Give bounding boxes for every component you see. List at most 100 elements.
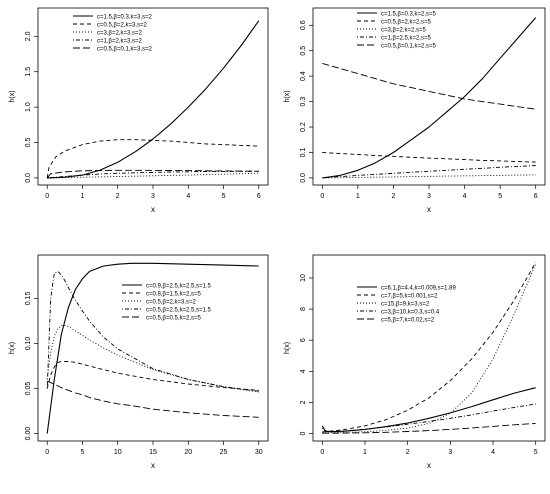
series-line-2 xyxy=(46,361,259,391)
plot-frame xyxy=(312,254,546,442)
legend-label: c=15,β=9,k=3,s=2 xyxy=(381,301,430,307)
series-line-3 xyxy=(46,325,259,393)
chart-panel-1: 0 1 2 3 4 5 6 0.0 0.5 1.0 1.5 2.0 x h(x) c=1.5,β=0.3,k… xyxy=(9,7,269,214)
y-tick-label: 0.3 xyxy=(300,97,307,107)
chart-panel-4: 0 1 2 3 4 5 0 2 4 6 8 10 x h(x) c=6.1,β=4.4,k=0.009,s=… xyxy=(284,254,546,470)
x-tick-label: 0 xyxy=(320,193,324,200)
x-tick-label: 1 xyxy=(81,193,85,200)
legend-label: c=1,β=2.5,k=2,s=5 xyxy=(381,35,431,41)
y-tick-label: 1.5 xyxy=(25,67,32,77)
y-axis-label: h(x) xyxy=(284,342,291,354)
legend-label: c=0.5,β=2,k=3,s=2 xyxy=(97,22,147,28)
series-line-5 xyxy=(322,62,536,110)
y-tick-label: 0 xyxy=(300,432,307,436)
x-axis-label: x xyxy=(427,461,431,470)
x-tick-label: 0 xyxy=(45,193,49,200)
legend-label: c=0.8,β=1.5,k=2,s=5 xyxy=(146,291,201,297)
series-line-3 xyxy=(322,174,536,179)
y-tick-label: 8 xyxy=(300,307,307,311)
y-tick-label: 2 xyxy=(300,400,307,404)
y-tick-label: 0.15 xyxy=(25,292,32,306)
x-tick-label: 1 xyxy=(356,193,360,200)
y-axis-label: h(x) xyxy=(9,342,16,354)
legend-label: c=5,β=7,k=0.02,s=2 xyxy=(381,317,435,323)
plot-frame xyxy=(37,7,269,186)
legend-label: c=7,β=5,k=0.001,s=2 xyxy=(381,293,438,299)
chart-panel-3: 0 5 10 15 20 25 30 0.00 0.05 0.10 0.15 x h(x) c=0.9,β… xyxy=(9,254,269,470)
y-tick-label: 0.1 xyxy=(300,148,307,158)
series-line-4 xyxy=(47,170,259,179)
y-tick-label: 10 xyxy=(300,274,307,282)
x-tick-label: 4 xyxy=(463,193,467,200)
x-tick-label: 3 xyxy=(448,449,452,456)
x-axis-label: x xyxy=(151,461,155,470)
x-tick-label: 5 xyxy=(81,449,85,456)
x-tick-label: 5 xyxy=(498,193,502,200)
legend-label: c=3,β=2,k=3,s=2 xyxy=(97,30,142,36)
y-axis-label: h(x) xyxy=(9,90,16,102)
series-line-4 xyxy=(321,403,536,433)
y-tick-label: 0.4 xyxy=(300,71,307,81)
series-line-2 xyxy=(322,152,536,163)
legend-label: c=0.5,β=2.5,k=2.5,s=1.5 xyxy=(146,307,211,313)
y-tick-label: 0.0 xyxy=(25,173,32,183)
x-tick-label: 3 xyxy=(427,193,431,200)
legend-label: c=0.9,β=2.5,k=2.5,s=1.5 xyxy=(146,283,211,289)
series-line-1 xyxy=(46,262,259,434)
legend-label: c=0.5,β=0.5,k=2,s=5 xyxy=(146,315,201,321)
y-tick-label: 0.05 xyxy=(25,382,32,396)
legend-label: c=6.1,β=4.4,k=0.009,s=1.89 xyxy=(381,285,457,291)
x-tick-label: 2 xyxy=(116,193,120,200)
x-tick-label: 5 xyxy=(534,449,538,456)
series-line-5 xyxy=(46,169,259,179)
y-tick-label: 6 xyxy=(300,338,307,342)
y-axis-label: h(x) xyxy=(284,90,291,102)
series-line-2 xyxy=(46,139,259,178)
x-tick-label: 30 xyxy=(255,449,263,456)
x-tick-label: 3 xyxy=(151,193,155,200)
y-tick-label: 4 xyxy=(300,369,307,373)
y-tick-label: 0.5 xyxy=(25,138,32,148)
legend-label: c=0.5,β=0.1,k=2,s=5 xyxy=(381,43,436,49)
x-tick-label: 2 xyxy=(406,449,410,456)
series-line-5 xyxy=(47,380,259,418)
series-line-1 xyxy=(47,20,260,179)
y-tick-label: 0.5 xyxy=(300,46,307,56)
x-tick-label: 6 xyxy=(534,193,538,200)
legend-label: c=1.5,β=0.3,k=2,s=5 xyxy=(381,11,436,17)
series-line-4 xyxy=(46,270,259,392)
legend-label: c=1,β=2,k=3,s=2 xyxy=(97,38,142,44)
x-tick-label: 0 xyxy=(320,449,324,456)
legend-label: c=1.5,β=0.3,k=3,s=2 xyxy=(97,14,152,20)
legend-label: c=0.5,β=0.1,k=3,s=2 xyxy=(97,46,152,52)
x-axis-label: x xyxy=(151,205,155,214)
x-tick-label: 2 xyxy=(391,193,395,200)
y-tick-label: 0.0 xyxy=(300,173,307,183)
x-tick-label: 1 xyxy=(363,449,367,456)
legend-label: c=0.5,β=2,k=2,s=5 xyxy=(381,19,431,25)
chart-panel-2: 0 1 2 3 4 5 6 0.0 0.1 0.2 0.3 0.4 0.5 0.6 x h(x) c=1.5,β… xyxy=(284,7,546,214)
y-tick-label: 0.2 xyxy=(300,122,307,132)
legend-label: c=3,β=10,k=0.3,s=0.4 xyxy=(381,309,440,315)
x-tick-label: 10 xyxy=(114,449,122,456)
legend-label: c=0.5,β=2,k=3,s=2 xyxy=(146,299,196,305)
series-line-3 xyxy=(47,172,259,179)
y-tick-label: 0.00 xyxy=(25,427,32,441)
series-line-1 xyxy=(321,387,536,433)
x-axis-label: x xyxy=(427,205,431,214)
y-tick-label: 0.6 xyxy=(300,20,307,30)
x-tick-label: 5 xyxy=(222,193,226,200)
series-line-2 xyxy=(322,262,537,433)
y-tick-label: 2.0 xyxy=(25,31,32,41)
x-tick-label: 4 xyxy=(186,193,190,200)
x-tick-label: 4 xyxy=(491,449,495,456)
legend-label: c=3,β=2,k=2,s=5 xyxy=(381,27,426,33)
series-line-1 xyxy=(322,17,537,179)
x-tick-label: 15 xyxy=(149,449,157,456)
y-tick-label: 1.0 xyxy=(25,102,32,112)
x-tick-label: 0 xyxy=(45,449,49,456)
x-tick-label: 6 xyxy=(257,193,261,200)
x-tick-label: 20 xyxy=(184,449,192,456)
x-tick-label: 25 xyxy=(220,449,228,456)
